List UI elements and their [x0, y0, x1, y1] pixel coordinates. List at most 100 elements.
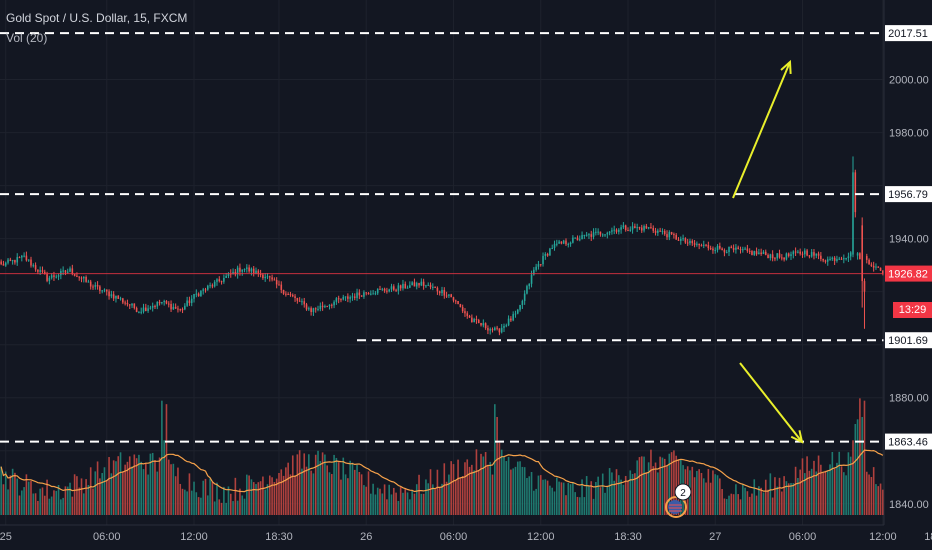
volume-bar	[716, 475, 719, 515]
candle-body	[652, 228, 655, 231]
volume-bar	[574, 492, 576, 515]
candle-body	[491, 329, 494, 331]
candle-body	[434, 286, 436, 288]
volume-bar	[404, 488, 407, 515]
candle-body	[852, 172, 854, 255]
candle-body	[282, 289, 285, 294]
candle-body	[556, 243, 558, 245]
volume-bar	[337, 462, 340, 515]
volume-bar	[232, 501, 234, 515]
time-tick-label: 12:00	[527, 531, 555, 543]
candle-body	[728, 246, 730, 253]
candle-body	[186, 300, 188, 306]
time-axis[interactable]: 25 06:00 12:00 18:30 26 06:00 12:00 18:30 27 06:0…	[0, 531, 932, 543]
candle-body	[721, 248, 723, 250]
volume-bar	[179, 483, 182, 515]
candle-body	[611, 230, 613, 232]
volume-bar	[163, 440, 165, 515]
volume-bar	[264, 489, 267, 515]
volume-bar	[76, 476, 78, 515]
volume-bar	[856, 419, 859, 515]
candle-body	[636, 227, 638, 229]
candle-body	[808, 255, 811, 257]
trend-arrow-head	[790, 430, 804, 444]
candle-body	[769, 254, 772, 259]
candle-body	[585, 234, 588, 236]
volume-bar	[16, 478, 19, 515]
symbol-legend[interactable]: Gold Spot / U.S. Dollar, 15, FXCM	[6, 11, 188, 25]
candle-body	[209, 285, 211, 287]
event-markers[interactable]: 2	[665, 483, 692, 518]
candle-body	[702, 244, 705, 246]
volume-indicator-legend[interactable]: Vol (20)	[6, 31, 48, 45]
candle-body	[735, 247, 737, 250]
candle-body	[429, 284, 432, 288]
volume-bar	[122, 471, 124, 515]
candle-body	[872, 265, 875, 268]
volume-bar	[475, 449, 478, 515]
candle-body	[50, 275, 53, 278]
volume-bar	[817, 455, 820, 515]
candle-body	[392, 286, 395, 290]
volume-bar	[53, 490, 55, 515]
volume-bar	[135, 458, 138, 515]
volume-bar	[725, 499, 728, 515]
volume-bar	[732, 494, 735, 515]
candle-body	[43, 271, 46, 275]
bar-countdown: 13:29	[893, 302, 932, 318]
volume-bar	[229, 493, 232, 515]
candle-body	[156, 301, 159, 307]
candle-body	[165, 301, 168, 304]
time-tick-label: 18:00	[924, 531, 932, 543]
price-axis[interactable]: 2000.00 1980.00 1940.00 1880.00 1840.00 2017.…	[885, 25, 932, 511]
volume-bar	[558, 481, 560, 515]
volume-bar	[537, 475, 540, 515]
candle-body	[787, 253, 790, 256]
volume-bar	[434, 489, 436, 515]
volume-bar	[553, 491, 556, 515]
volume-bar	[868, 474, 870, 515]
volume-bar	[719, 478, 721, 515]
candle-body	[843, 258, 845, 260]
volume-bar	[464, 462, 466, 515]
volume-bar	[376, 487, 379, 515]
volume-bar	[390, 494, 393, 515]
volume-bar	[737, 494, 740, 515]
volume-bar	[461, 476, 464, 515]
candle-body	[232, 271, 234, 274]
time-tick-label: 06:00	[440, 531, 468, 543]
volume-bar	[415, 484, 418, 515]
volume-bar	[344, 474, 347, 515]
volume-bar	[735, 484, 737, 515]
candle-body	[751, 251, 753, 255]
volume-bar	[781, 491, 783, 515]
volume-bar	[698, 469, 700, 515]
volume-bar	[744, 487, 746, 515]
volume-bar	[590, 481, 593, 515]
candle-body	[441, 289, 443, 294]
candle-body	[374, 293, 377, 295]
volume-bar	[838, 451, 841, 515]
candle-body	[670, 232, 673, 235]
volume-bar	[785, 481, 788, 515]
volume-bar	[634, 473, 636, 515]
volume-bar	[636, 460, 638, 515]
volume-bar	[241, 495, 244, 515]
candle-body	[794, 251, 797, 253]
volume-bar	[66, 486, 69, 515]
volume-bar	[85, 479, 87, 515]
candle-body	[457, 301, 459, 305]
candle-body	[647, 227, 650, 229]
candle-body	[684, 238, 687, 243]
volume-bar	[723, 498, 726, 515]
candle-body	[239, 267, 241, 272]
candle-body	[101, 290, 103, 292]
horizontal-levels[interactable]	[0, 32, 884, 443]
volume-bar	[193, 481, 195, 515]
volume-bar	[604, 492, 606, 515]
volume-bar	[707, 469, 710, 515]
trend-arrows[interactable]	[732, 59, 804, 444]
candle-body	[810, 252, 813, 257]
candle-body	[179, 309, 182, 311]
